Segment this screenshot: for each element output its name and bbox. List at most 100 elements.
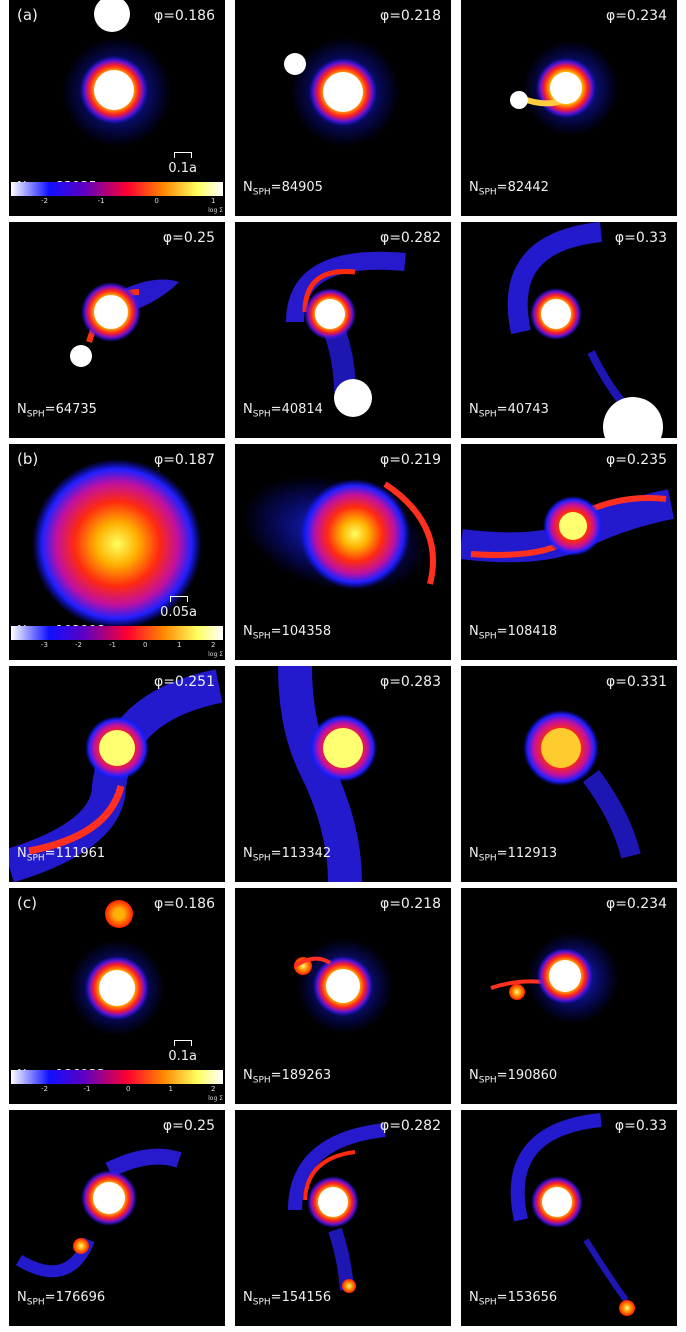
particle-count-value: 40743: [507, 402, 549, 418]
density-map: [70, 279, 179, 367]
simulation-panel: φ=0.283 NSPH=113342: [235, 666, 451, 882]
particle-count: NSPH=84905: [243, 180, 323, 198]
particle-count-value: 64735: [55, 402, 97, 418]
colorbar-ticks: -2 -1 0 1 2: [11, 1085, 223, 1099]
simulation-panel: φ=0.234 NSPH=190860: [461, 888, 677, 1104]
colorbar-tick-label: -2: [75, 641, 82, 649]
particle-count-value: 108418: [507, 624, 558, 640]
phase-label: φ=0.186: [153, 8, 215, 24]
simulation-panel: φ=0.282 NSPH=154156: [235, 1110, 451, 1326]
phase-label: φ=0.234: [605, 8, 667, 24]
density-map: [278, 666, 377, 882]
phase-label: φ=0.33: [614, 1118, 667, 1134]
phase-label: φ=0.282: [379, 1118, 441, 1134]
density-map: [523, 710, 641, 859]
simulation-panel: φ=0.25 NSPH=176696: [9, 1110, 225, 1326]
particle-count: NSPH=108418: [469, 624, 558, 642]
density-map: [32, 459, 202, 629]
particle-count: NSPH=82442: [469, 180, 549, 198]
particle-count-value: 104358: [281, 624, 332, 640]
particle-count-value: 113342: [281, 846, 332, 862]
phase-label: φ=0.33: [614, 230, 667, 246]
particle-count-value: 190860: [507, 1068, 558, 1084]
particle-count: NSPH=64735: [17, 402, 97, 420]
phase-label: φ=0.219: [379, 452, 441, 468]
particle-count: NSPH=111961: [17, 846, 106, 864]
simulation-panel: φ=0.235 NSPH=108418: [461, 444, 677, 660]
phase-label: φ=0.25: [162, 230, 215, 246]
colorbar-tick-label: -2: [41, 1085, 48, 1093]
phase-label: φ=0.282: [379, 230, 441, 246]
colorbar-tick-label: -1: [97, 197, 105, 205]
simulation-panel: φ=0.251 NSPH=111961: [9, 666, 225, 882]
colorbar-tick-label: -1: [109, 641, 116, 649]
density-map: [242, 475, 436, 593]
particle-count: NSPH=104358: [243, 624, 332, 642]
particle-count: NSPH=154156: [243, 1290, 332, 1308]
colorbar-unit: log Σ: [208, 1095, 223, 1102]
scale-bar-label: 0.1a: [168, 161, 197, 176]
colorbar-tick-label: 2: [211, 641, 216, 649]
particle-count: NSPH=190860: [469, 1068, 558, 1086]
particle-count-value: 189263: [281, 1068, 332, 1084]
density-map: [510, 1113, 635, 1316]
particle-count-value: 111961: [55, 846, 106, 862]
density-map: [510, 40, 619, 136]
phase-label: φ=0.218: [379, 896, 441, 912]
simulation-panel: φ=0.25 NSPH=64735: [9, 222, 225, 438]
colorbar-ticks: -2 -1 0 1: [11, 197, 223, 211]
colorbar-tick-label: 0: [154, 197, 159, 205]
phase-label: φ=0.25: [162, 1118, 215, 1134]
particle-count-value: 112913: [507, 846, 558, 862]
colorbar-tick-label: -1: [83, 1085, 91, 1093]
colorbar-tick-label: 1: [211, 197, 216, 205]
particle-count-value: 40814: [281, 402, 323, 418]
colorbar-tick-label: -3: [41, 641, 48, 649]
simulation-panel: φ=0.219 NSPH=104358: [235, 444, 451, 660]
phase-label: φ=0.218: [379, 8, 441, 24]
phase-label: φ=0.251: [153, 674, 215, 690]
particle-count: NSPH=189263: [243, 1068, 332, 1086]
scale-bar: 0.05a: [160, 596, 197, 620]
particle-count-value: 176696: [55, 1290, 106, 1306]
phase-label: φ=0.235: [605, 452, 667, 468]
density-map: [69, 900, 165, 1036]
phase-label: φ=0.283: [379, 674, 441, 690]
density-map: [461, 489, 675, 563]
density-map: [507, 222, 663, 438]
density-map: [9, 669, 223, 882]
colorbar-unit: log Σ: [208, 651, 223, 658]
particle-count-value: 84905: [281, 180, 323, 196]
colorbar-tick-label: 1: [168, 1085, 173, 1093]
particle-count-value: 154156: [281, 1290, 332, 1306]
simulation-panel: φ=0.218 NSPH=189263: [235, 888, 451, 1104]
group-label: (b): [17, 450, 39, 468]
colorbar: [11, 182, 223, 196]
simulation-panel: φ=0.33 NSPH=153656: [461, 1110, 677, 1326]
particle-count-value: 82442: [507, 180, 549, 196]
particle-count: NSPH=176696: [17, 1290, 106, 1308]
simulation-panel: φ=0.331 NSPH=112913: [461, 666, 677, 882]
colorbar-ticks: -3 -2 -1 0 1 2: [11, 641, 223, 655]
density-map: [62, 0, 172, 147]
particle-count: NSPH=40814: [243, 402, 323, 420]
simulation-panel: φ=0.282 NSPH=40814: [235, 222, 451, 438]
density-map: [286, 251, 406, 417]
density-map: [293, 938, 393, 1034]
simulation-panel: φ=0.218 NSPH=84905: [235, 0, 451, 216]
scale-bar-label: 0.1a: [168, 1049, 197, 1064]
phase-label: φ=0.187: [153, 452, 215, 468]
colorbar-tick-label: 1: [177, 641, 182, 649]
group-label: (a): [17, 6, 38, 24]
colorbar-tick-label: 2: [211, 1085, 216, 1093]
group-label: (c): [17, 894, 37, 912]
scale-bar-line: [169, 596, 188, 602]
phase-label: φ=0.234: [605, 896, 667, 912]
scale-bar-label: 0.05a: [160, 605, 197, 620]
colorbar: [11, 1070, 223, 1084]
phase-label: φ=0.186: [153, 896, 215, 912]
density-map: [288, 1123, 386, 1293]
